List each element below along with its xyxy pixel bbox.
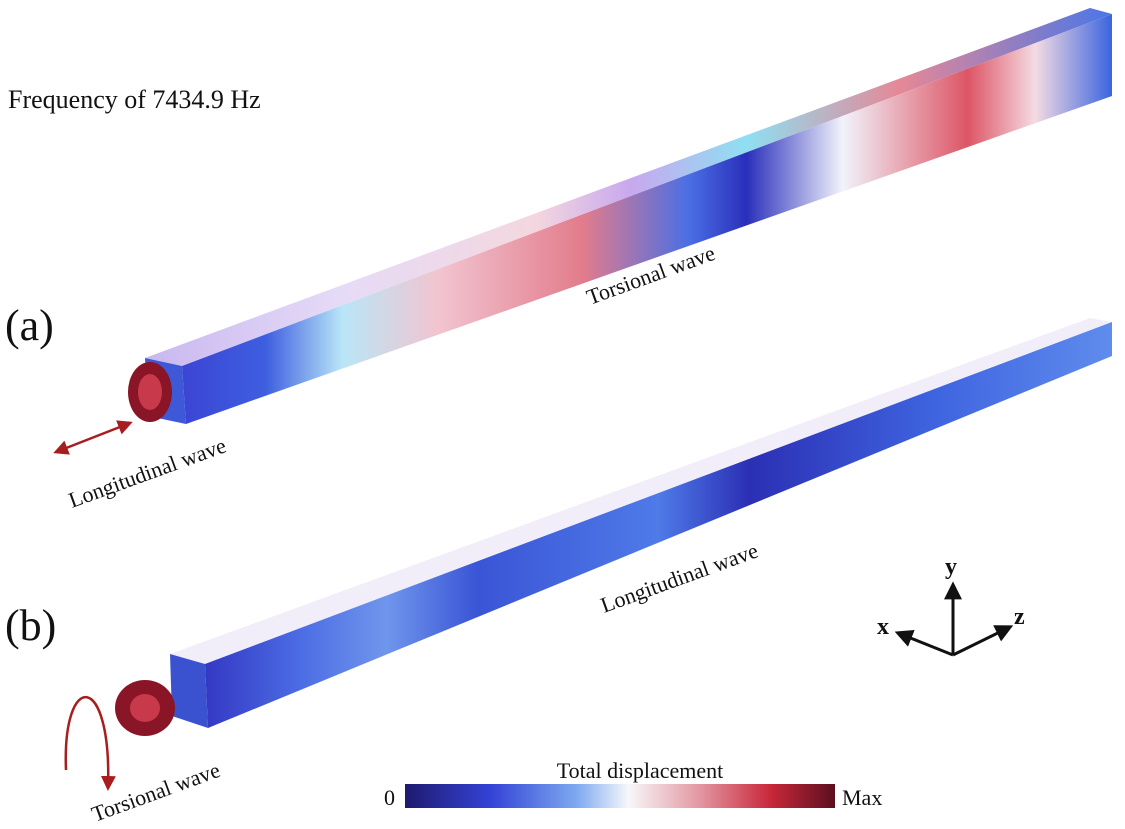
axis-label: x	[877, 614, 889, 640]
longitudinal-arrow	[53, 420, 133, 455]
excitation-label: Longitudinal wave	[65, 433, 229, 513]
transducer-b-detail	[130, 694, 160, 722]
beam-end-b	[170, 654, 208, 728]
transducer-a-detail	[138, 374, 162, 410]
axis-x	[894, 629, 954, 657]
colorbar-min: 0	[384, 785, 395, 810]
panel-label: (b)	[5, 601, 56, 650]
axis-label: y	[945, 554, 957, 580]
beam-top-a	[145, 8, 1112, 366]
axis-z	[952, 625, 1014, 657]
beam-side-a	[182, 14, 1112, 424]
beam-side-b	[205, 322, 1112, 728]
colorbar-title: Total displacement	[557, 758, 723, 783]
frequency-label: Frequency of 7434.9 Hz	[8, 85, 261, 114]
panel-label: (a)	[5, 301, 54, 350]
colorbar	[405, 784, 835, 808]
axis-label: z	[1014, 604, 1025, 630]
torsional-arrow	[64, 695, 116, 791]
beam-top-b	[170, 318, 1112, 664]
colorbar-max: Max	[842, 785, 882, 810]
